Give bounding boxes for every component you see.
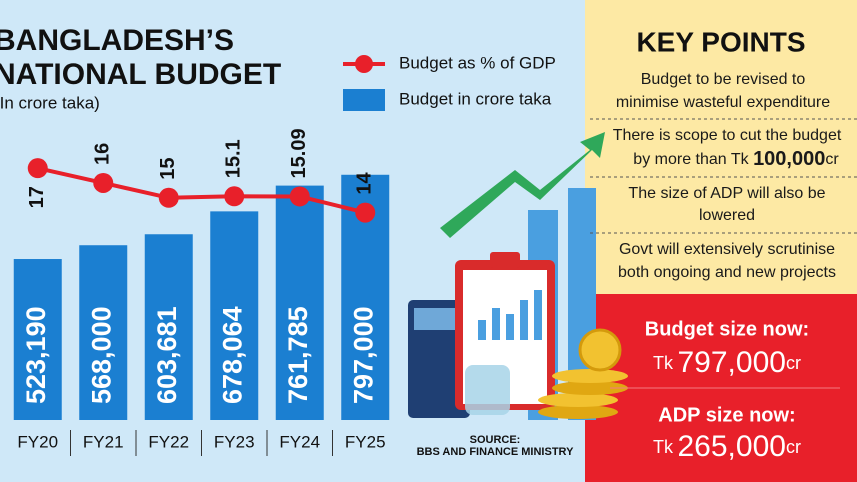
x-tick-label: FY25 [345,432,386,451]
bar [275,185,324,420]
bar-value-label: 678,064 [217,306,247,404]
line [37,166,366,215]
highlight-amount: 265,000 [678,430,786,463]
bar-value-label: 568,000 [86,306,116,404]
title-line: BANGLADESH’S [0,24,234,57]
x-tick-label: FY21 [83,432,124,451]
line-point [289,186,310,207]
highlight-label: ADP size now: [658,404,795,426]
line-value-label: 16 [92,143,114,165]
x-tick-label: FY22 [148,432,189,451]
bar [13,259,62,420]
line-point [224,186,245,207]
bar [79,245,128,420]
highlight-label: Budget size now: [645,318,809,340]
key-point: Budget to be revised to [641,71,806,88]
bar [210,211,259,420]
bar-value-label: 603,681 [152,306,182,404]
line-value-label: 17 [26,186,48,208]
bar-value-label: 761,785 [283,306,313,404]
highlight-value: Tk 265,000cr [653,430,801,463]
highlight-prefix: Tk [653,353,674,373]
x-tick-label: FY23 [214,432,255,451]
bar [144,234,193,420]
bar-value-label: 797,000 [348,306,378,404]
key-point: by more than Tk 100,000cr [633,148,839,170]
bar-value-label: 523,190 [21,306,51,404]
line-value-label: 15 [157,158,179,180]
key-point: both ongoing and new projects [618,264,836,281]
line-value-label: 15.1 [223,139,245,178]
highlight-amount: 797,000 [678,346,786,379]
line-point [27,158,48,179]
x-tick-label: FY20 [17,432,58,451]
line-point [93,172,114,193]
legend-swatch [355,55,373,73]
key-point: minimise wasteful expenditure [616,94,830,111]
key-points-panel [585,0,857,294]
key-points-title: KEY POINTS [636,26,805,57]
subtitle: (In crore taka) [0,93,100,112]
key-point-amount: 100,000 [753,148,825,170]
line-point [158,187,179,208]
line-value-label: 14 [354,171,376,194]
key-point-prefix: by more than Tk [633,151,749,168]
title-line: NATIONAL BUDGET [0,58,281,91]
legend-swatch [343,89,385,111]
line-point [355,202,376,223]
key-point: There is scope to cut the budget [613,127,842,144]
highlight-unit: cr [786,437,801,457]
highlight-unit: cr [786,353,801,373]
source-text: BBS AND FINANCE MINISTRY [417,446,575,458]
legend-label: Budget in crore taka [399,89,552,108]
highlight-value: Tk 797,000cr [653,346,801,379]
highlight-prefix: Tk [653,437,674,457]
key-point: lowered [699,207,755,224]
x-tick-label: FY24 [279,432,320,451]
key-point: Govt will extensively scrutinise [619,241,835,258]
key-point: The size of ADP will also be [628,185,825,202]
source-label: SOURCE: [470,434,521,446]
illustration [408,132,628,420]
legend-label: Budget as % of GDP [399,53,556,72]
key-point-unit: cr [825,151,839,168]
line-value-label: 15.09 [288,128,310,178]
